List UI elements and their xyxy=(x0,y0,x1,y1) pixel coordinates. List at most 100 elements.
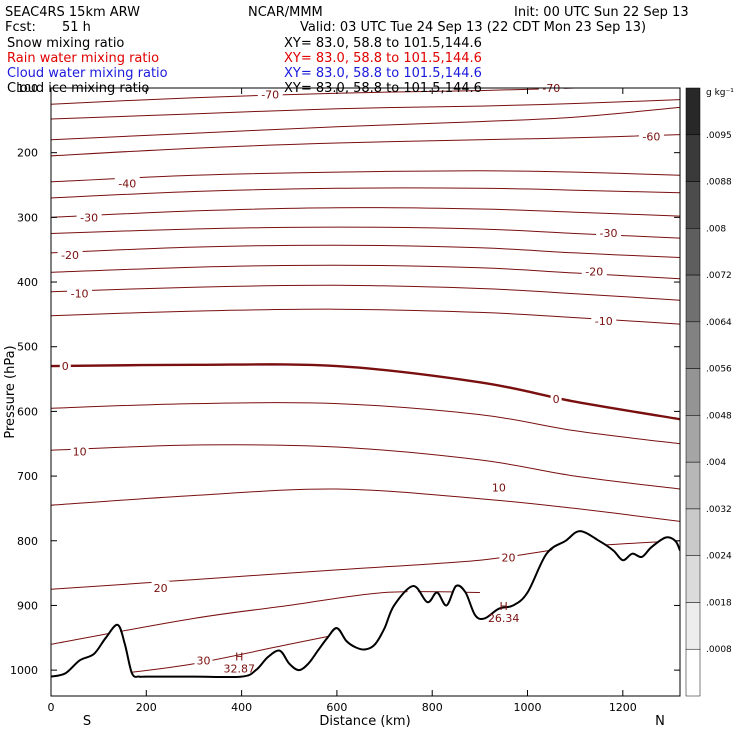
colorbar-swatch xyxy=(685,321,701,369)
colorbar-swatch xyxy=(685,368,701,416)
colorbar-swatch xyxy=(685,415,701,463)
y-tick-label: 800 xyxy=(17,535,38,548)
contour-label-bg xyxy=(596,225,622,239)
high-marker-h: H xyxy=(500,600,508,613)
colorbar-swatch xyxy=(685,228,701,276)
contour-label-bg xyxy=(591,313,617,327)
isotherm-line xyxy=(51,88,599,105)
x-tick-label: 800 xyxy=(422,701,443,714)
contour-label: -20 xyxy=(61,249,79,262)
contour-label: 10 xyxy=(73,446,87,459)
colorbar-swatch xyxy=(685,508,701,556)
isotherm-line xyxy=(51,207,680,218)
field-label-rain: Rain water mixing ratio xyxy=(7,51,159,66)
isotherm-line xyxy=(51,187,680,199)
y-tick-label: 200 xyxy=(17,147,38,160)
high-marker-value: 26.34 xyxy=(488,612,520,625)
colorbar-swatch xyxy=(685,555,701,603)
colorbar-label: .0056 xyxy=(706,365,732,375)
contour-label-bg xyxy=(114,176,140,190)
contour-label-bg xyxy=(194,653,213,667)
fcst-value: 51 h xyxy=(62,20,91,35)
valid-time: Valid: 03 UTC Tue 24 Sep 13 (22 CDT Mon … xyxy=(300,20,646,35)
isotherm-line xyxy=(51,244,680,258)
contour-label-bg xyxy=(76,210,102,224)
y-tick-label: 700 xyxy=(17,470,38,483)
contour-label: 0 xyxy=(553,393,560,406)
contour-label: 20 xyxy=(501,552,515,565)
contour-label: 10 xyxy=(492,482,506,495)
colorbar-swatch xyxy=(685,602,701,650)
terrain-mask xyxy=(51,531,680,696)
contour-label-bg xyxy=(57,247,83,261)
high-marker-h: H xyxy=(235,650,243,663)
contour-label-bg xyxy=(550,392,562,406)
y-axis-label: Pressure (hPa) xyxy=(3,345,18,438)
contour-label-bg xyxy=(638,129,664,143)
end-label-south: S xyxy=(83,714,91,729)
colorbar-label: .0048 xyxy=(706,411,732,421)
isotherm-line xyxy=(51,363,680,421)
field-xy-snow: XY= 83.0, 58.8 to 101.5,144.6 xyxy=(284,36,482,51)
colorbar-label: .008 xyxy=(706,224,726,234)
high-marker-value: 32.87 xyxy=(223,662,255,675)
colorbar-label: .0088 xyxy=(706,178,732,188)
contour-label: 30 xyxy=(196,654,210,667)
colorbar-label: .0008 xyxy=(706,645,732,655)
terrain-line xyxy=(51,530,680,679)
terrain-layer xyxy=(51,530,680,696)
y-tick-label: 300 xyxy=(17,211,38,224)
colorbar-unit: g kg⁻¹ xyxy=(706,88,734,98)
contour-label-bg xyxy=(581,264,607,278)
axes: 0 200 400 600 800 1000 12001002003004005006007… xyxy=(10,82,680,714)
contour-label-bg xyxy=(257,87,283,101)
field-xy-rain: XY= 83.0, 58.8 to 101.5,144.6 xyxy=(284,51,482,66)
isotherm-line xyxy=(51,226,680,239)
isotherm-line xyxy=(51,134,680,157)
contour-label: -60 xyxy=(642,131,660,144)
contour-label: 20 xyxy=(154,582,168,595)
colorbar-swatch xyxy=(685,134,701,182)
contour-label: -10 xyxy=(71,288,89,301)
contour-label: -70 xyxy=(261,88,279,101)
colorbar-label: .0018 xyxy=(706,598,732,608)
contour-label: -40 xyxy=(118,178,136,191)
contour-label: -30 xyxy=(80,211,98,224)
contour-label-bg xyxy=(151,580,170,594)
y-tick-label: 1000 xyxy=(10,664,38,677)
plot-frame xyxy=(50,87,681,697)
x-tick-label: 1000 xyxy=(514,701,542,714)
contour-label: -20 xyxy=(585,266,603,279)
field-label-snow: Snow mixing ratio xyxy=(7,36,124,51)
colorbar-label: .0032 xyxy=(706,505,732,515)
colorbar-swatch xyxy=(685,274,701,323)
contour-label-bg xyxy=(70,444,89,458)
colorbar-label: .0095 xyxy=(706,131,732,141)
colorbar: .0095 .0088 .008 .0072 .0064 .0056 .0048 .004 .0… xyxy=(685,87,732,697)
isotherm-line xyxy=(51,308,680,325)
isotherm-line xyxy=(51,402,680,445)
x-tick-label: 200 xyxy=(136,701,157,714)
y-tick-label: 100 xyxy=(17,82,38,95)
field-label-cloud-water: Cloud water mixing ratio xyxy=(7,66,168,81)
contour-label: -30 xyxy=(600,227,618,240)
contour-label-bg xyxy=(67,286,93,300)
colorbar-swatch xyxy=(685,461,701,510)
isotherm-line xyxy=(51,444,680,490)
isotherm-line xyxy=(51,488,680,522)
fcst-label: Fcst: xyxy=(5,20,36,35)
x-tick-label: 0 xyxy=(48,701,55,714)
y-tick-label: 500 xyxy=(17,341,38,354)
field-xy-cloud-water: XY= 83.0, 58.8 to 101.5,144.6 xyxy=(284,66,482,81)
isotherm-line xyxy=(122,634,337,674)
y-tick-label: 600 xyxy=(17,405,38,418)
isotherm-line xyxy=(51,170,680,183)
x-axis-label: Distance (km) xyxy=(319,714,410,729)
x-tick-label: 600 xyxy=(326,701,347,714)
isotherm-line xyxy=(51,284,680,301)
field-label-cloud-ice: Cloud ice mixing ratio xyxy=(7,81,149,96)
end-label-north: N xyxy=(655,714,665,729)
colorbar-swatch xyxy=(685,181,701,229)
x-tick-label: 1200 xyxy=(609,701,637,714)
